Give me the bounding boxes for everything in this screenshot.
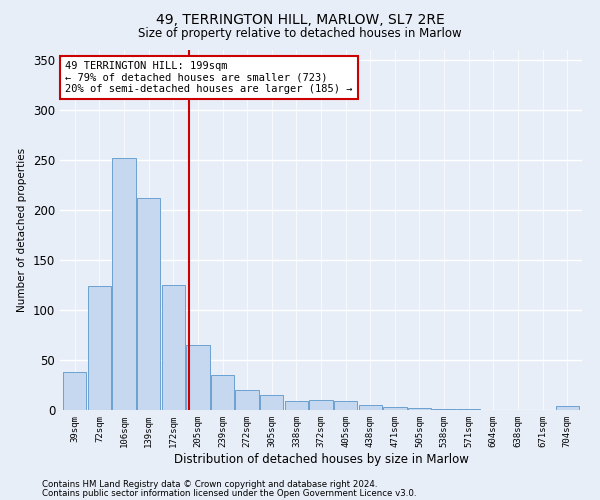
X-axis label: Distribution of detached houses by size in Marlow: Distribution of detached houses by size … — [173, 452, 469, 466]
Bar — [383, 407, 407, 410]
Bar — [284, 401, 308, 410]
Text: Contains public sector information licensed under the Open Government Licence v3: Contains public sector information licen… — [42, 488, 416, 498]
Bar — [186, 345, 209, 410]
Bar — [137, 198, 160, 410]
Bar — [88, 286, 111, 410]
Bar — [359, 405, 382, 410]
Bar — [334, 401, 358, 410]
Text: Size of property relative to detached houses in Marlow: Size of property relative to detached ho… — [138, 28, 462, 40]
Y-axis label: Number of detached properties: Number of detached properties — [17, 148, 28, 312]
Bar — [211, 375, 234, 410]
Bar — [310, 400, 332, 410]
Bar — [556, 406, 579, 410]
Bar — [112, 158, 136, 410]
Bar — [63, 372, 86, 410]
Bar — [408, 408, 431, 410]
Bar — [260, 395, 283, 410]
Bar — [457, 409, 481, 410]
Text: 49 TERRINGTON HILL: 199sqm
← 79% of detached houses are smaller (723)
20% of sem: 49 TERRINGTON HILL: 199sqm ← 79% of deta… — [65, 61, 353, 94]
Text: 49, TERRINGTON HILL, MARLOW, SL7 2RE: 49, TERRINGTON HILL, MARLOW, SL7 2RE — [155, 12, 445, 26]
Bar — [433, 409, 456, 410]
Text: Contains HM Land Registry data © Crown copyright and database right 2024.: Contains HM Land Registry data © Crown c… — [42, 480, 377, 489]
Bar — [161, 285, 185, 410]
Bar — [235, 390, 259, 410]
